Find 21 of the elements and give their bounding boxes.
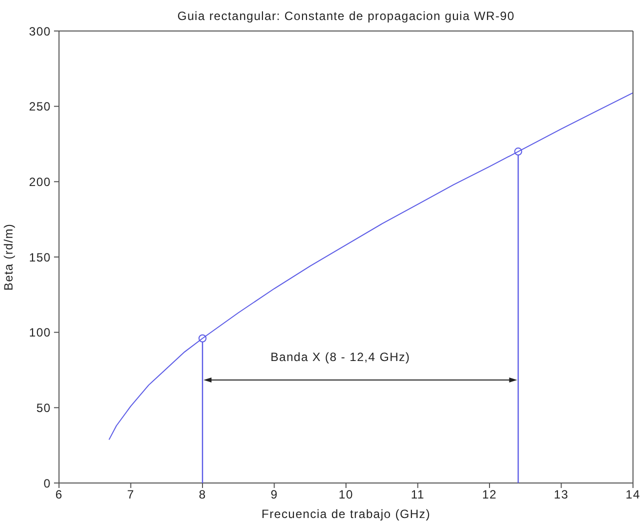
annotation: Banda X (8 - 12,4 GHz)	[270, 350, 410, 364]
y-tick-label: 50	[36, 400, 51, 415]
y-tick-label: 300	[29, 24, 51, 38]
x-tick-label: 7	[127, 488, 134, 502]
x-tick-label: 14	[626, 488, 640, 502]
y-tick-label: 150	[29, 250, 51, 264]
y-tick-label: 250	[29, 100, 51, 114]
x-tick-label: 13	[554, 488, 569, 502]
chart-title: Guia rectangular: Constante de propagacion guia WR-90	[176, 9, 516, 24]
y-axis-title: Beta (rd/m)	[1, 223, 16, 291]
y-tick-label: 200	[29, 174, 51, 189]
x-tick-label: 11	[410, 488, 425, 502]
y-tick-label: 0	[44, 476, 51, 490]
x-tick-label: 8	[198, 488, 206, 502]
x-tick-label: 12	[482, 488, 497, 502]
x-tick-label: 10	[338, 488, 354, 502]
x-tick-label: 9	[270, 488, 278, 502]
y-tick-label: 100	[29, 326, 51, 340]
line-series	[108, 92, 633, 440]
x-axis-title: Frecuencia de trabajo (GHz)	[262, 507, 430, 521]
x-tick-label: 6	[55, 488, 63, 502]
